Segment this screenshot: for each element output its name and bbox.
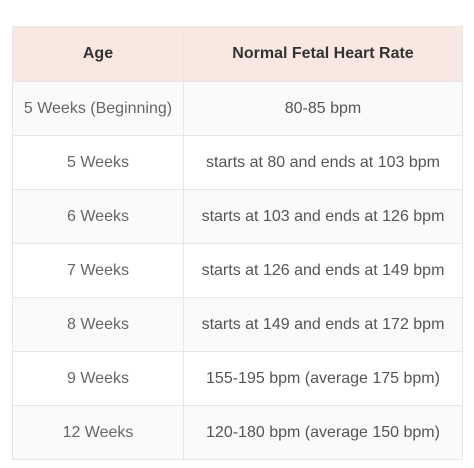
table-row: 9 Weeks 155-195 bpm (average 175 bpm) (12, 351, 463, 406)
table-row: 8 Weeks starts at 149 and ends at 172 bp… (12, 297, 463, 352)
age-cell: 12 Weeks (12, 405, 184, 460)
table-row: 6 Weeks starts at 103 and ends at 126 bp… (12, 189, 463, 244)
heart-rate-cell: 80-85 bpm (183, 81, 463, 136)
table-header-row: Age Normal Fetal Heart Rate (12, 26, 463, 82)
heart-rate-cell: starts at 80 and ends at 103 bpm (183, 135, 463, 190)
fetal-heart-rate-table-container: Age Normal Fetal Heart Rate 5 Weeks (Beg… (12, 26, 463, 460)
heart-rate-cell: 155-195 bpm (average 175 bpm) (183, 351, 463, 406)
header-heart-rate: Normal Fetal Heart Rate (183, 26, 463, 82)
header-age: Age (12, 26, 184, 82)
heart-rate-cell: starts at 149 and ends at 172 bpm (183, 297, 463, 352)
heart-rate-cell: starts at 103 and ends at 126 bpm (183, 189, 463, 244)
age-cell: 6 Weeks (12, 189, 184, 244)
table-row: 7 Weeks starts at 126 and ends at 149 bp… (12, 243, 463, 298)
heart-rate-cell: starts at 126 and ends at 149 bpm (183, 243, 463, 298)
age-cell: 9 Weeks (12, 351, 184, 406)
table-row: 5 Weeks starts at 80 and ends at 103 bpm (12, 135, 463, 190)
age-cell: 7 Weeks (12, 243, 184, 298)
fetal-heart-rate-table: Age Normal Fetal Heart Rate 5 Weeks (Beg… (12, 26, 463, 460)
table-row: 12 Weeks 120-180 bpm (average 150 bpm) (12, 405, 463, 460)
heart-rate-cell: 120-180 bpm (average 150 bpm) (183, 405, 463, 460)
table-row: 5 Weeks (Beginning) 80-85 bpm (12, 81, 463, 136)
age-cell: 8 Weeks (12, 297, 184, 352)
age-cell: 5 Weeks (Beginning) (12, 81, 184, 136)
age-cell: 5 Weeks (12, 135, 184, 190)
